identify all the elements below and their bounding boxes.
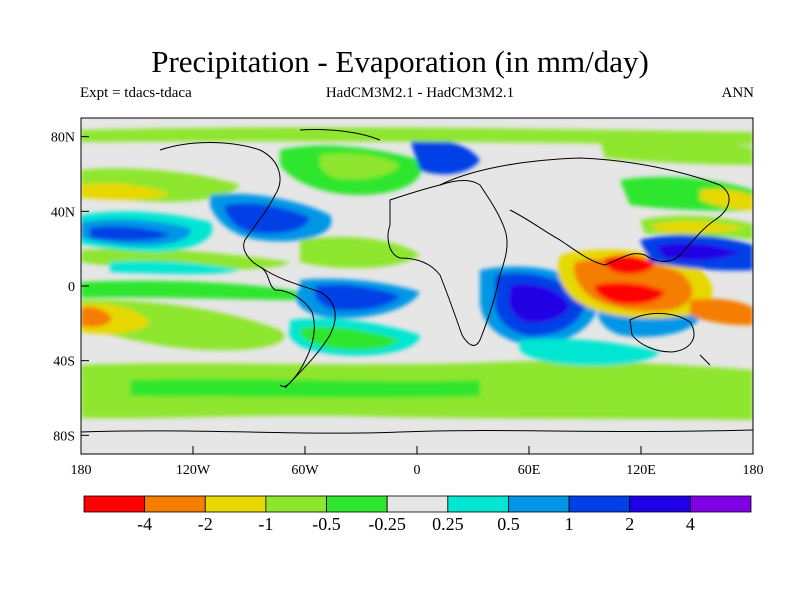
lon-tick-label: 60W bbox=[291, 463, 319, 478]
colorbar-label: -0.25 bbox=[368, 514, 406, 534]
colorbar-swatch bbox=[386, 495, 449, 513]
lon-tick-label: 180 bbox=[71, 463, 92, 478]
colorbar: -4 -2 -1 -0.5 -0.25 0.25 0.5 1 2 4 bbox=[83, 495, 752, 534]
lat-tick-label: 40N bbox=[51, 205, 75, 220]
colorbar-label: 2 bbox=[625, 514, 634, 534]
longitude-axis: 180 120W 60W 0 60E 120E 180 bbox=[71, 446, 764, 478]
coastlines bbox=[81, 129, 753, 434]
field-layer bbox=[81, 118, 753, 454]
colorbar-label: 4 bbox=[686, 514, 695, 534]
colorbar-swatch bbox=[144, 495, 206, 513]
colorbar-swatch bbox=[447, 495, 509, 513]
lat-tick-label: 0 bbox=[68, 280, 75, 295]
colorbar-label: -0.5 bbox=[312, 514, 341, 534]
lat-tick-label: 80N bbox=[51, 131, 75, 146]
colorbar-label: -1 bbox=[258, 514, 273, 534]
model-label: HadCM3M2.1 - HadCM3M2.1 bbox=[325, 85, 515, 101]
latitude-axis: 80N 40N 0 40S 80S bbox=[51, 131, 89, 444]
colorbar-label: 1 bbox=[565, 514, 574, 534]
lon-tick-label: 120E bbox=[626, 463, 656, 478]
colorbar-swatch bbox=[689, 495, 752, 513]
lon-tick-label: 120W bbox=[176, 463, 211, 478]
colorbar-swatch bbox=[83, 495, 146, 513]
lat-tick-label: 80S bbox=[53, 429, 75, 444]
colorbar-label: 0.25 bbox=[432, 514, 464, 534]
colorbar-swatch bbox=[568, 495, 631, 513]
colorbar-swatch bbox=[629, 495, 691, 513]
colorbar-swatch bbox=[326, 495, 388, 513]
lon-tick-label: 180 bbox=[743, 463, 764, 478]
lat-tick-label: 40S bbox=[53, 355, 75, 370]
lon-tick-label: 0 bbox=[414, 463, 421, 478]
season-label: ANN bbox=[721, 85, 755, 101]
colorbar-label: -2 bbox=[198, 514, 213, 534]
map-title: Precipitation - Evaporation (in mm/day) bbox=[151, 44, 649, 79]
lon-tick-label: 60E bbox=[518, 463, 541, 478]
colorbar-swatch bbox=[265, 495, 327, 513]
colorbar-swatch bbox=[508, 495, 570, 513]
experiment-label: Expt = tdacs-tdaca bbox=[80, 85, 192, 101]
colorbar-label: 0.5 bbox=[497, 514, 520, 534]
colorbar-swatch bbox=[204, 495, 267, 513]
colorbar-label: -4 bbox=[137, 514, 152, 534]
